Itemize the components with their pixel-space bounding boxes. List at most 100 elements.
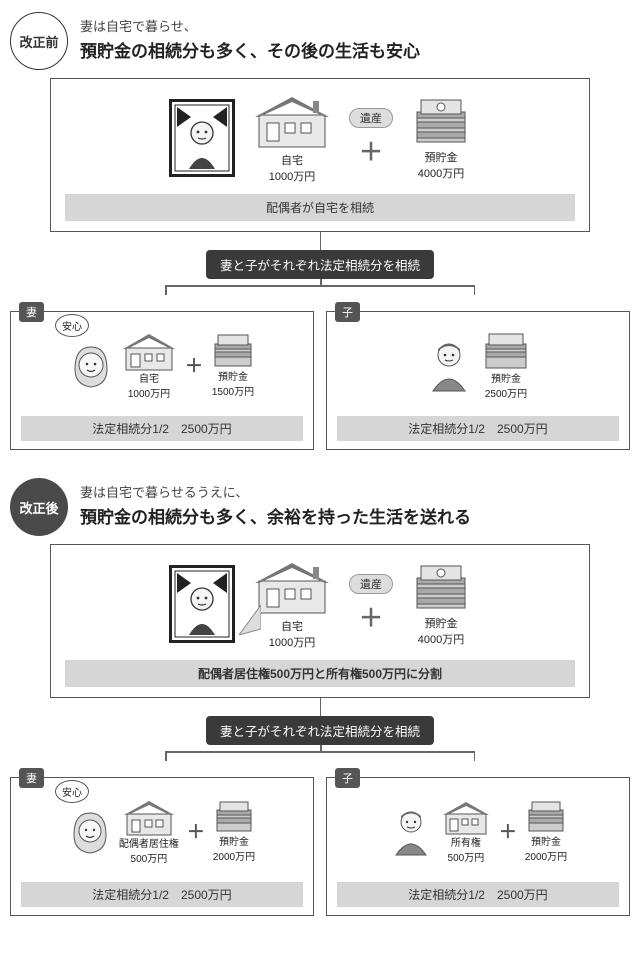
split-bar-before: 妻と子がそれぞれ法定相続分を相続: [206, 250, 434, 279]
house-icon: [121, 330, 177, 372]
estate-cash-before: 預貯金 4000万円: [411, 94, 471, 181]
child-panel-after: 子: [326, 777, 630, 916]
headline-main-before: 預貯金の相続分も多く、その後の生活も安心: [80, 37, 630, 62]
subhead-before: 妻は自宅で暮らせ、: [80, 16, 630, 35]
estate-house-before: 自宅 1000万円: [253, 91, 331, 184]
plus-icon: ＋: [499, 818, 517, 844]
callout-arrow-icon: [239, 605, 261, 635]
wife-asset0-label: 自宅: [139, 374, 159, 386]
wife-panel-after: 妻 安心: [10, 777, 314, 916]
house-icon: [253, 557, 331, 615]
wife-asset1-label: 預貯金: [218, 372, 248, 384]
cash-value: 4000万円: [418, 631, 464, 647]
child-asset0-label: 預貯金: [491, 374, 521, 386]
plus-icon: ＋: [359, 132, 383, 167]
header-after: 改正後 妻は自宅で暮らせるうえに、 預貯金の相続分も多く、余裕を持った生活を送れ…: [10, 478, 630, 536]
child-tag: 子: [335, 768, 360, 788]
wife-asset-house: 自宅 1000万円: [121, 330, 177, 401]
badge-before: 改正前: [10, 12, 68, 70]
cash-label: 預貯金: [425, 149, 458, 165]
child-asset0-value: 2500万円: [485, 385, 527, 400]
cash-icon: [525, 799, 567, 835]
estate-cash-after: 預貯金 4000万円: [411, 560, 471, 647]
estate-pill: 遺産: [349, 574, 393, 594]
son-face-icon: [389, 805, 433, 857]
wife-asset0-value-after: 500万円: [131, 850, 168, 865]
wife-asset-cash-after: 預貯金 2000万円: [213, 799, 255, 864]
house-value: 1000万円: [269, 634, 315, 650]
son-face-icon: [425, 337, 473, 393]
cash-icon: [411, 560, 471, 612]
wife-bubble: 安心: [55, 314, 89, 337]
child-result-after: 法定相続分1/2 2500万円: [337, 882, 619, 907]
wife-asset-cash: 預貯金 1500万円: [211, 332, 255, 399]
child-asset1-label-after: 預貯金: [531, 837, 561, 849]
header-before: 改正前 妻は自宅で暮らせ、 預貯金の相続分も多く、その後の生活も安心: [10, 12, 630, 70]
plus-icon: ＋: [187, 818, 205, 844]
estate-house-after: 自宅 1000万円: [253, 557, 331, 650]
children-before: 妻 安心: [10, 311, 630, 450]
child-asset-cash-after: 預貯金 2000万円: [525, 799, 567, 864]
wife-bubble: 安心: [55, 780, 89, 803]
estate-bar-after: 配偶者居住権500万円と所有権500万円に分割: [65, 660, 575, 687]
headline-after: 妻は自宅で暮らせるうえに、 預貯金の相続分も多く、余裕を持った生活を送れる: [80, 478, 630, 528]
child-result-before: 法定相続分1/2 2500万円: [337, 416, 619, 441]
headline-main-after: 預貯金の相続分も多く、余裕を持った生活を送れる: [80, 503, 630, 528]
wife-panel-before: 妻 安心: [10, 311, 314, 450]
child-asset-house-after: 所有権 500万円: [441, 798, 491, 865]
plus-icon: ＋: [359, 598, 383, 633]
wife-asset-house-after: 配偶者居住権 500万円: [119, 797, 179, 866]
headline-before: 妻は自宅で暮らせ、 預貯金の相続分も多く、その後の生活も安心: [80, 12, 630, 62]
house-value: 1000万円: [269, 168, 315, 184]
estate-bar-before: 配偶者が自宅を相続: [65, 194, 575, 221]
cash-value: 4000万円: [418, 165, 464, 181]
estate-panel-after: 自宅 1000万円 遺産 ＋ 預貯金 4000万円 配偶者居住権: [50, 544, 590, 698]
wife-tag: 妻: [19, 302, 44, 322]
cash-icon: [481, 330, 531, 372]
child-asset0-value-after: 500万円: [448, 849, 485, 864]
house-icon: [441, 798, 491, 836]
estate-row-before: 自宅 1000万円 遺産 ＋ 預貯金 4000万円: [65, 91, 575, 184]
section-before: 改正前 妻は自宅で暮らせ、 預貯金の相続分も多く、その後の生活も安心: [10, 12, 630, 450]
child-panel-before: 子: [326, 311, 630, 450]
connector-after-1: [320, 698, 321, 716]
cash-icon: [411, 94, 471, 146]
cash-icon: [213, 799, 255, 835]
estate-row-after: 自宅 1000万円 遺産 ＋ 預貯金 4000万円: [65, 557, 575, 650]
house-icon: [253, 91, 331, 149]
portrait-icon: [169, 99, 235, 177]
wife-asset1-value-after: 2000万円: [213, 848, 255, 863]
split-before: 妻 安心: [10, 279, 630, 450]
plus-icon: ＋: [185, 352, 203, 378]
wife-face-icon: [69, 806, 111, 856]
section-after: 改正後 妻は自宅で暮らせるうえに、 預貯金の相続分も多く、余裕を持った生活を送れ…: [10, 478, 630, 916]
estate-panel-before: 自宅 1000万円 遺産 ＋ 預貯金 4000万円: [50, 78, 590, 232]
estate-pill: 遺産: [349, 108, 393, 128]
children-after: 妻 安心: [10, 777, 630, 916]
wife-asset0-value: 1000万円: [128, 385, 170, 400]
house-icon: [122, 797, 176, 837]
cash-icon: [211, 332, 255, 370]
connector-before-1: [320, 232, 321, 250]
wife-asset0-label-after: 配偶者居住権: [119, 839, 179, 851]
estate-plus-group: 遺産 ＋: [349, 108, 393, 167]
badge-after: 改正後: [10, 478, 68, 536]
child-asset-cash: 預貯金 2500万円: [481, 330, 531, 401]
wife-tag: 妻: [19, 768, 44, 788]
wife-result-after: 法定相続分1/2 2500万円: [21, 882, 303, 907]
wife-result-before: 法定相続分1/2 2500万円: [21, 416, 303, 441]
child-asset0-label-after: 所有権: [451, 838, 481, 850]
portrait-icon: [169, 565, 235, 643]
split-bar-after: 妻と子がそれぞれ法定相続分を相続: [206, 716, 434, 745]
wife-face-icon: [69, 339, 113, 391]
house-label: 自宅: [281, 152, 303, 168]
cash-label: 預貯金: [425, 615, 458, 631]
estate-plus-group: 遺産 ＋: [349, 574, 393, 633]
wife-asset1-label-after: 預貯金: [219, 837, 249, 849]
house-label: 自宅: [281, 618, 303, 634]
subhead-after: 妻は自宅で暮らせるうえに、: [80, 482, 630, 501]
child-tag: 子: [335, 302, 360, 322]
child-asset1-value-after: 2000万円: [525, 848, 567, 863]
wife-asset1-value: 1500万円: [212, 383, 254, 398]
split-after: 妻 安心: [10, 745, 630, 916]
